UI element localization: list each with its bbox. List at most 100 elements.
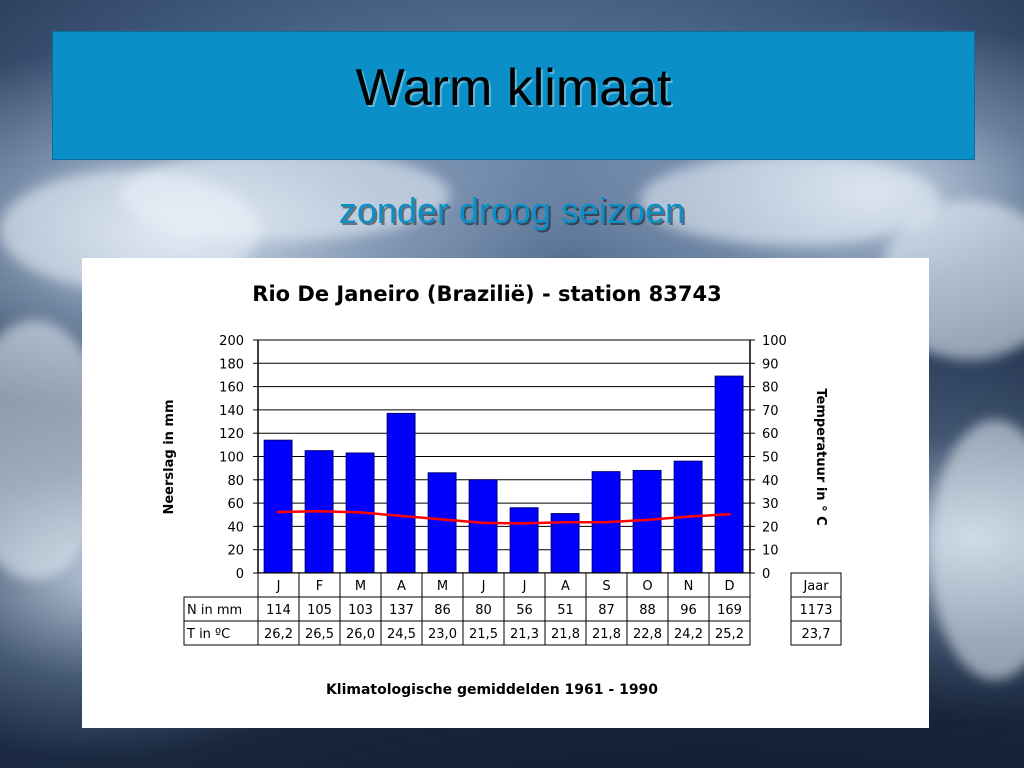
data-label: 169 [717,603,742,618]
data-label: 137 [389,603,414,618]
category-cell [626,572,669,598]
slide-subtitle: zonder droog seizoen [338,190,686,231]
data-cell [462,620,505,646]
temperature-point [604,520,608,524]
category-cell [708,572,751,598]
data-label: 21,5 [469,627,498,642]
y2-tick-label: 40 [762,474,779,489]
category-cell [380,572,423,598]
data-label: 103 [348,603,373,618]
row-label: N in mm [187,603,242,618]
chart-footer: Klimatologische gemiddelden 1961 - 1990 [326,682,658,698]
category-cell [339,572,382,598]
y2-tick-label: 20 [762,520,779,535]
data-cell [339,620,382,646]
x-tick-label: N [684,579,694,594]
temperature-point [358,510,362,514]
data-cell [708,596,751,622]
year-value-cell [790,620,842,646]
data-cell [503,620,546,646]
precipitation-bar [714,375,744,574]
data-label: 22,8 [633,627,662,642]
data-cell [667,620,710,646]
y-axis-label: Neerslag in mm [162,399,177,514]
cloud-decoration [120,150,450,240]
y2-tick-label: 50 [762,451,779,466]
x-tick-label: A [561,579,570,594]
data-label: 21,3 [510,627,539,642]
x-tick-label: S [602,579,610,594]
precipitation-bar [468,479,498,574]
temperature-point [522,521,526,525]
data-cell [298,620,341,646]
data-label: 21,8 [592,627,621,642]
y-tick-label: 200 [219,334,244,349]
data-label: 80 [475,603,492,618]
y2-tick-label: 30 [762,497,779,512]
climate-chart: Rio De Janeiro (Brazilië) - station 8374… [162,282,842,698]
data-label: 88 [639,603,656,618]
category-cell [298,572,341,598]
row-label: T in ºC [186,627,230,642]
cloud-decoration [930,420,1024,680]
x-tick-label: M [355,579,366,594]
x-tick-label: J [522,579,527,594]
x-tick-label: J [481,579,486,594]
y-tick-label: 80 [227,474,244,489]
data-cell [257,596,300,622]
data-label: 25,2 [715,627,744,642]
data-cell [380,620,423,646]
climate-chart-panel: Rio De Janeiro (Brazilië) - station 8374… [82,258,929,728]
precipitation-bar [427,472,457,574]
y2-tick-label: 60 [762,427,779,442]
chart-title: Rio De Janeiro (Brazilië) - station 8374… [252,282,721,306]
temperature-point [727,512,731,516]
data-cell [462,596,505,622]
year-value: 1173 [799,603,832,618]
y2-axis-label: Temperatuur in ° C [813,388,828,525]
precipitation-bar [509,507,539,574]
precipitation-bar [386,412,416,574]
x-tick-label: M [437,579,448,594]
data-cell [626,620,669,646]
precipitation-bar [263,439,293,574]
data-cell [708,620,751,646]
y2-tick-label: 70 [762,404,779,419]
data-label: 87 [598,603,615,618]
cloud-decoration [640,155,940,245]
x-tick-label: J [276,579,281,594]
temperature-line [278,510,730,525]
year-header-cell [790,572,842,598]
temperature-point [276,510,280,514]
temperature-point [317,509,321,513]
y2-tick-label: 10 [762,544,779,559]
data-label: 51 [557,603,574,618]
y2-tick-label: 90 [762,357,779,372]
data-label: 26,2 [264,627,293,642]
data-label: 96 [680,603,697,618]
x-tick-label: F [316,579,323,594]
data-cell [544,620,587,646]
y-tick-label: 180 [219,357,244,372]
year-header: Jaar [802,579,829,594]
title-bar: Warm klimaat [52,31,975,160]
y-tick-label: 140 [219,404,244,419]
x-tick-label: O [642,579,652,594]
y2-tick-label: 100 [762,334,787,349]
y2-tick-label: 80 [762,381,779,396]
temperature-point [399,514,403,518]
precipitation-bar [632,469,662,574]
data-label: 86 [434,603,451,618]
y-tick-label: 20 [227,544,244,559]
y-tick-label: 0 [236,567,244,582]
y-tick-label: 60 [227,497,244,512]
temperature-point [645,518,649,522]
y-tick-label: 40 [227,520,244,535]
y2-tick-label: 0 [762,567,770,582]
data-label: 56 [516,603,533,618]
data-label: 114 [266,603,291,618]
y-tick-label: 100 [219,451,244,466]
y-tick-label: 160 [219,381,244,396]
x-tick-label: A [397,579,406,594]
y-tick-label: 120 [219,427,244,442]
